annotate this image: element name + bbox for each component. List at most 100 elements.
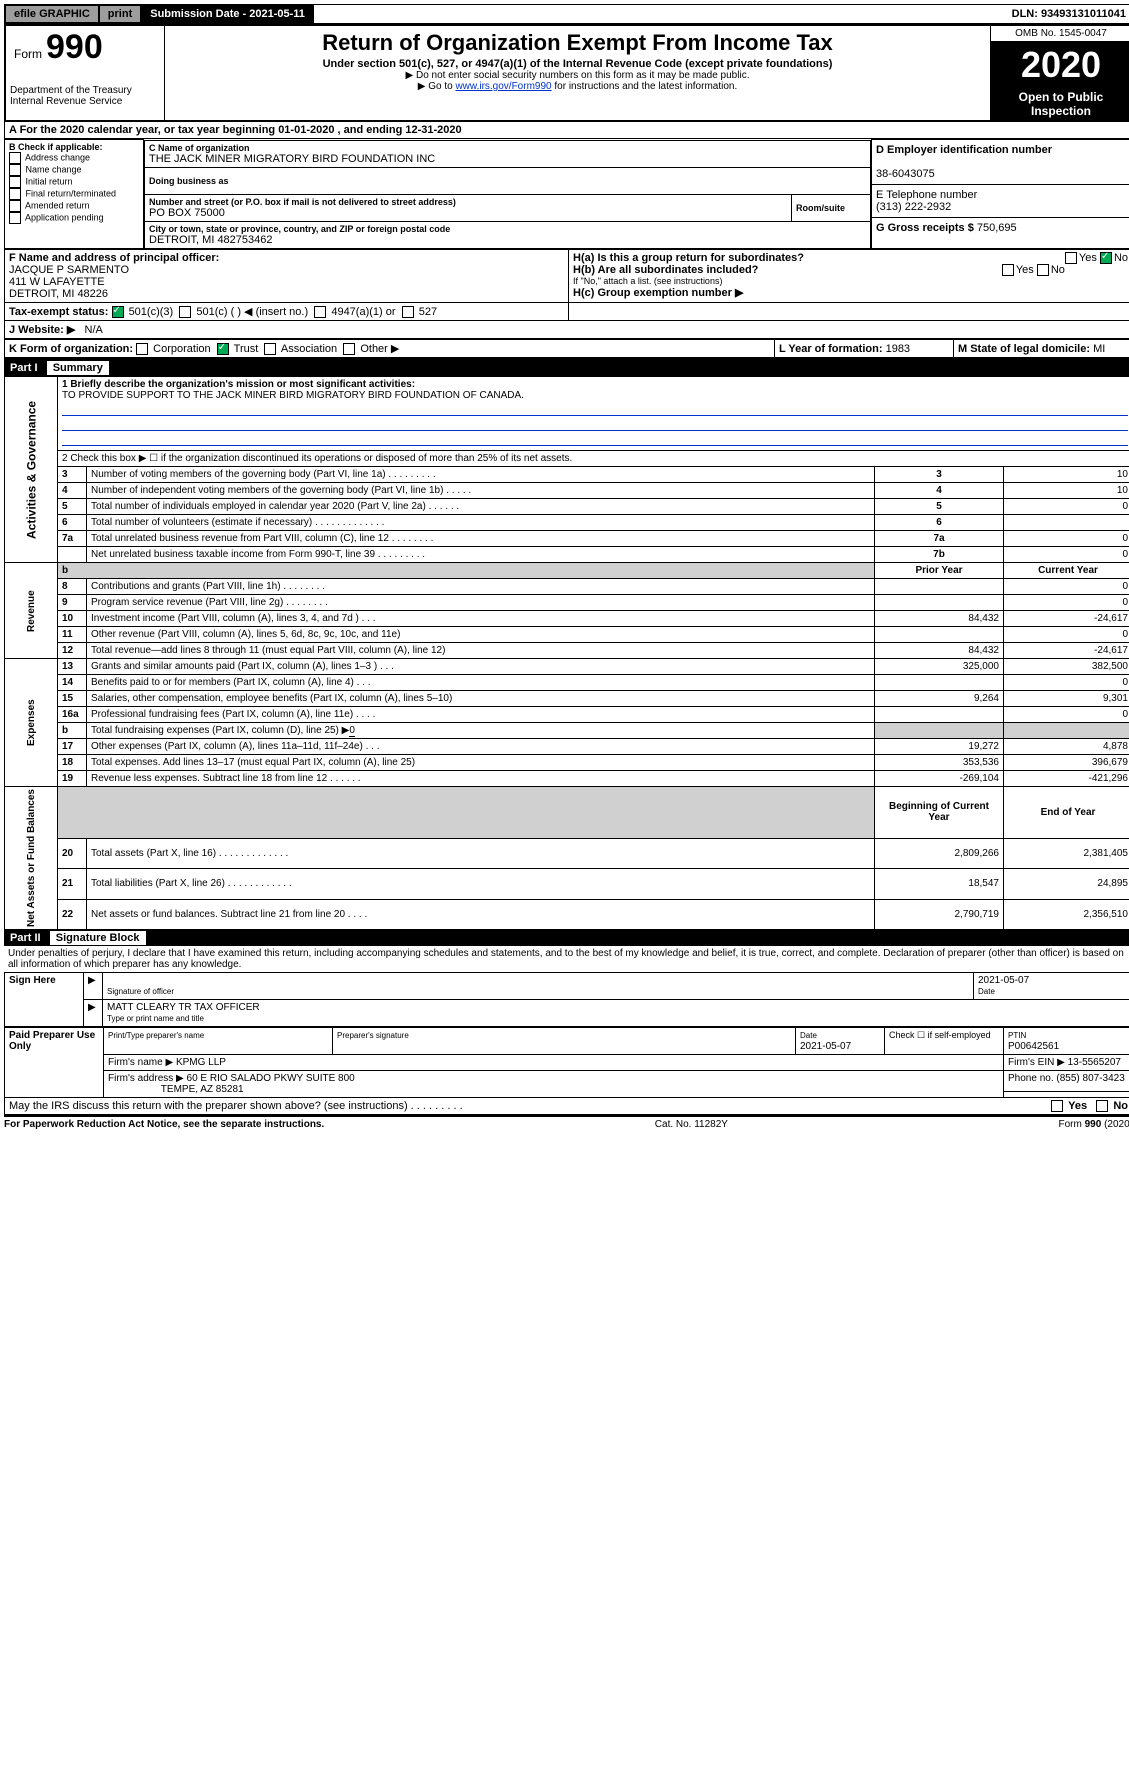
i-4947[interactable] xyxy=(314,306,326,318)
hdr-curr: Current Year xyxy=(1038,565,1098,576)
ha-yes[interactable] xyxy=(1065,252,1077,264)
sig-date: 2021-05-07 xyxy=(978,975,1029,986)
efile-button[interactable]: efile GRAPHIC xyxy=(5,5,99,23)
prep-sig-label: Preparer's signature xyxy=(337,1031,409,1040)
phone-value: (313) 222-2932 xyxy=(876,201,951,213)
discuss-no[interactable] xyxy=(1096,1100,1108,1112)
l22c: 2,356,510 xyxy=(1004,899,1129,930)
l22p: 2,790,719 xyxy=(875,899,1004,930)
officer-addr2: DETROIT, MI 48226 xyxy=(9,288,108,300)
hdr-prior: Prior Year xyxy=(915,565,962,576)
checkbox-pending[interactable] xyxy=(9,212,21,224)
d-label: D Employer identification number xyxy=(876,144,1052,156)
b-opt-5: Application pending xyxy=(25,212,104,222)
i-501c3[interactable] xyxy=(112,306,124,318)
l17p: 19,272 xyxy=(875,739,1004,755)
submission-date-button[interactable]: Submission Date - 2021-05-11 xyxy=(141,5,314,23)
top-bar: efile GRAPHIC print Submission Date - 20… xyxy=(4,4,1129,24)
checkbox-amended[interactable] xyxy=(9,200,21,212)
l4-val: 10 xyxy=(1004,483,1129,499)
hb-label: H(b) Are all subordinates included? xyxy=(573,264,758,276)
l1-label: 1 Briefly describe the organization's mi… xyxy=(62,379,415,390)
k-corp[interactable] xyxy=(136,343,148,355)
dba-label: Doing business as xyxy=(149,176,866,186)
date-label: Date xyxy=(978,987,995,996)
part2-title: Part II xyxy=(10,932,41,944)
k-opt2: Association xyxy=(281,343,337,355)
discuss-yes[interactable] xyxy=(1051,1100,1063,1112)
checkbox-final[interactable] xyxy=(9,188,21,200)
city-label: City or town, state or province, country… xyxy=(149,224,866,234)
exp-side-label: Expenses xyxy=(5,659,58,787)
print-button[interactable]: print xyxy=(99,5,141,23)
gov-side-label: Activities & Governance xyxy=(5,377,58,563)
ha-no[interactable] xyxy=(1100,252,1112,264)
prep-name-label: Print/Type preparer's name xyxy=(108,1031,204,1040)
officer-addr1: 411 W LAFAYETTE xyxy=(9,276,105,288)
hb-no[interactable] xyxy=(1037,264,1049,276)
l5-val: 0 xyxy=(1004,499,1129,515)
officer-typed-name: MATT CLEARY TR TAX OFFICER xyxy=(107,1002,260,1013)
open-public: Open to Public Inspection xyxy=(991,88,1129,120)
checkbox-initial[interactable] xyxy=(9,176,21,188)
k-trust[interactable] xyxy=(217,343,229,355)
l7b-val: 0 xyxy=(1004,547,1129,563)
l9p xyxy=(875,595,1004,611)
org-city: DETROIT, MI 482753462 xyxy=(149,234,866,246)
fill-line xyxy=(62,418,1128,431)
l14c: 0 xyxy=(1004,675,1129,691)
firm-name: KPMG LLP xyxy=(176,1057,226,1068)
officer-name: JACQUE P SARMENTO xyxy=(9,264,129,276)
firm-addr-label: Firm's address ▶ xyxy=(108,1073,184,1084)
irs-link[interactable]: www.irs.gov/Form990 xyxy=(455,81,551,92)
l16b-label: Total fundraising expenses (Part IX, col… xyxy=(91,725,349,736)
k-opt1: Trust xyxy=(234,343,259,355)
l8-label: Contributions and grants (Part VIII, lin… xyxy=(87,579,875,595)
org-name: THE JACK MINER MIGRATORY BIRD FOUNDATION… xyxy=(149,153,866,165)
perjury-note: Under penalties of perjury, I declare th… xyxy=(4,946,1129,972)
l3-val: 10 xyxy=(1004,467,1129,483)
l20p: 2,809,266 xyxy=(875,838,1004,869)
l11p xyxy=(875,627,1004,643)
g-label: G Gross receipts $ xyxy=(876,222,974,234)
discuss-label: May the IRS discuss this return with the… xyxy=(9,1100,463,1112)
l19-label: Revenue less expenses. Subtract line 18 … xyxy=(87,771,875,787)
l10c: -24,617 xyxy=(1004,611,1129,627)
i-501c[interactable] xyxy=(179,306,191,318)
note2-post: for instructions and the latest informat… xyxy=(552,81,738,92)
l-label: L Year of formation: xyxy=(779,343,883,355)
k-other[interactable] xyxy=(343,343,355,355)
l7a-val: 0 xyxy=(1004,531,1129,547)
paid-preparer-label: Paid Preparer Use Only xyxy=(5,1028,104,1098)
room-label: Room/suite xyxy=(796,203,866,213)
part1-title: Part I xyxy=(10,362,38,374)
l20-label: Total assets (Part X, line 16) . . . . .… xyxy=(87,838,875,869)
checkbox-addr-change[interactable] xyxy=(9,152,21,164)
l15-label: Salaries, other compensation, employee b… xyxy=(87,691,875,707)
l6-val xyxy=(1004,515,1129,531)
addr-label: Number and street (or P.O. box if mail i… xyxy=(149,197,787,207)
b-label: B Check if applicable: xyxy=(9,142,103,152)
l5-label: Total number of individuals employed in … xyxy=(87,499,875,515)
k-assoc[interactable] xyxy=(264,343,276,355)
e-label: E Telephone number xyxy=(876,189,977,201)
b-opt-1: Name change xyxy=(26,164,82,174)
l19p: -269,104 xyxy=(875,771,1004,787)
l15p: 9,264 xyxy=(875,691,1004,707)
firm-name-label: Firm's name ▶ xyxy=(108,1057,173,1068)
hb-yes[interactable] xyxy=(1002,264,1014,276)
l18c: 396,679 xyxy=(1004,755,1129,771)
l12p: 84,432 xyxy=(875,643,1004,659)
i-label: Tax-exempt status: xyxy=(9,306,108,318)
i-527[interactable] xyxy=(402,306,414,318)
footer-mid: Cat. No. 11282Y xyxy=(655,1119,728,1130)
l3-label: Number of voting members of the governin… xyxy=(87,467,875,483)
hdr-end: End of Year xyxy=(1041,807,1096,818)
prep-date: 2021-05-07 xyxy=(800,1041,851,1052)
l13c: 382,500 xyxy=(1004,659,1129,675)
firm-addr2: TEMPE, AZ 85281 xyxy=(161,1084,244,1095)
hc-label: H(c) Group exemption number ▶ xyxy=(573,287,743,299)
i-opt0: 501(c)(3) xyxy=(129,306,174,318)
fill-line xyxy=(62,403,1128,416)
checkbox-name-change[interactable] xyxy=(9,164,21,176)
